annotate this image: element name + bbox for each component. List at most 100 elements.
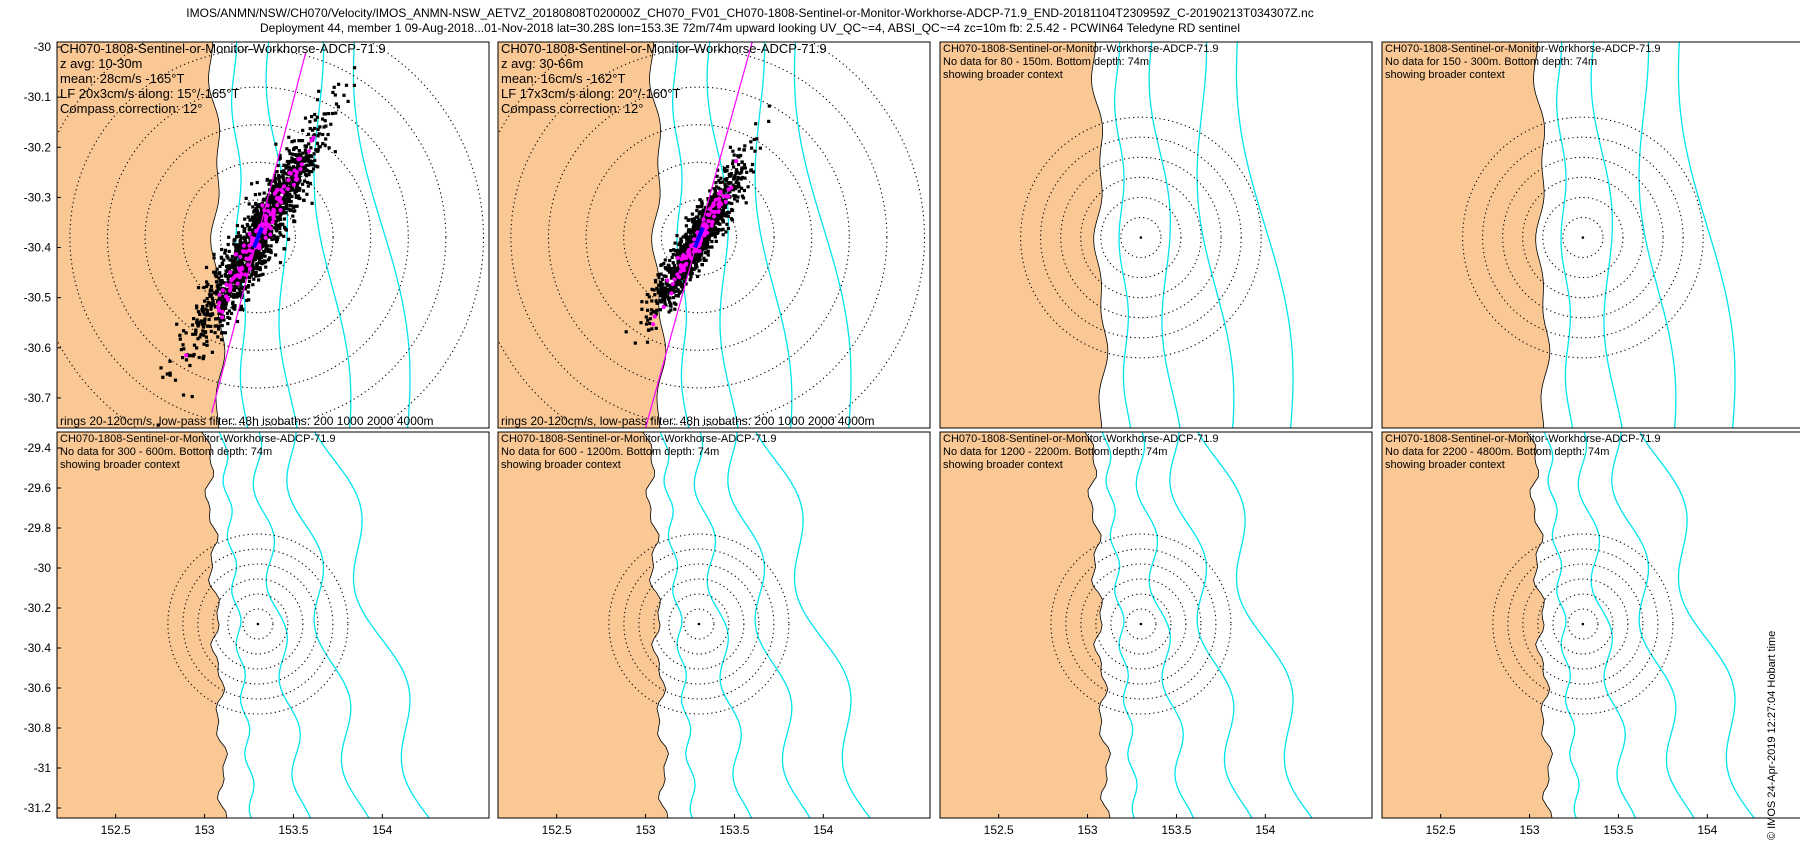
scatter-point [201,325,205,329]
scatter-point [203,299,207,303]
scatter-point [229,264,234,268]
velocity-ring [547,86,850,389]
isobath-200m [1543,432,1580,818]
scatter-point [231,306,236,310]
scatter-point [696,258,700,262]
isobath-1000m [252,432,312,818]
scatter-point [728,145,732,149]
scatter-point [211,301,215,305]
scatter-point [264,265,268,269]
scatter-point [223,251,227,255]
plot-area [1382,42,1800,428]
scatter-point [658,290,662,294]
scatter-point [286,199,290,203]
scatter-point [243,251,247,256]
scatter-point [728,174,732,178]
scatter-point [742,188,746,193]
scatter-point [251,264,255,268]
scatter-point [711,233,715,237]
footer-note: rings 20-120cm/s, low-pass filter: 48h i… [501,414,875,428]
scatter-point [267,207,272,211]
scatter-point [695,208,699,213]
scatter-point [191,354,195,358]
scatter-point [673,289,677,293]
scatter-point [251,270,255,274]
scatter-point [258,212,262,216]
lowpass-point [295,177,300,182]
scatter-point [195,306,199,310]
scatter-point [666,297,671,301]
scatter-point [746,185,750,189]
scatter-point [205,297,209,301]
scatter-point [218,320,222,324]
scatter-point [668,304,672,308]
scatter-point [684,282,688,286]
scatter-point [209,329,213,333]
scatter-point [236,279,240,283]
lowpass-point [723,199,728,204]
scatter-point [724,212,728,216]
axes-frame [497,41,931,429]
scatter-point [215,267,219,271]
scatter-point [663,298,667,303]
scatter-point [222,297,226,301]
scatter-point [298,179,302,183]
velocity-ring [1522,563,1644,685]
scatter-point [292,139,296,143]
scatter-point [213,273,217,277]
scatter-point [676,288,680,292]
scatter-point [201,329,205,333]
scatter-point [706,253,710,257]
scatter-point [316,127,320,131]
scatter-point [262,197,266,201]
isobath-200m [218,432,255,818]
scatter-point [303,172,308,176]
isobath-2000m [727,432,811,818]
scatter-point [743,144,747,148]
scatter-point [243,227,247,231]
isobath-2000m [1169,432,1253,818]
scatter-point [644,322,649,326]
panel-row2-col3: CH070-1808-Sentinel-or-Monitor-Workhorse… [939,431,1373,837]
scatter-point [275,240,279,244]
scatter-point [226,269,230,273]
scatter-point [692,228,696,232]
velocity-ring [144,124,372,351]
land-area [940,432,1111,818]
scatter-point [245,247,249,251]
lowpass-point [712,214,717,219]
scatter-point [245,245,250,249]
scatter-point [222,258,226,262]
scatter-point [173,378,178,382]
scatter-point [303,144,307,148]
scatter-point [723,183,727,187]
scatter-point [703,215,707,219]
lowpass-point [268,232,273,237]
annotation-line: CH070-1808-Sentinel-or-Monitor-Workhorse… [943,433,1219,445]
scatter-point [284,166,288,170]
lowpass-point [233,273,239,278]
scatter-point [680,282,685,286]
scatter-point [702,258,706,262]
isobath-1000m [693,432,753,818]
scatter-point [303,166,307,170]
scatter-point [667,310,671,314]
scatter-point [306,163,310,167]
scatter-point [336,105,340,109]
scatter-point [258,266,262,270]
scatter-point [323,143,327,147]
scatter-point [239,285,243,289]
scatter-point [728,172,732,177]
scatter-point [331,90,335,94]
scatter-point [224,306,228,310]
scatter-point [252,277,256,281]
scatter-point [210,350,214,354]
scatter-point [292,205,296,210]
panel-row1-col2: CH070-1808-Sentinel-or-Monitor-Workhorse… [497,41,931,429]
scatter-point [667,264,671,268]
scatter-point [221,302,225,306]
scatter-point [294,153,298,158]
lowpass-point [266,208,271,214]
isobath-4000m [1639,432,1755,818]
scatter-point [265,177,269,182]
